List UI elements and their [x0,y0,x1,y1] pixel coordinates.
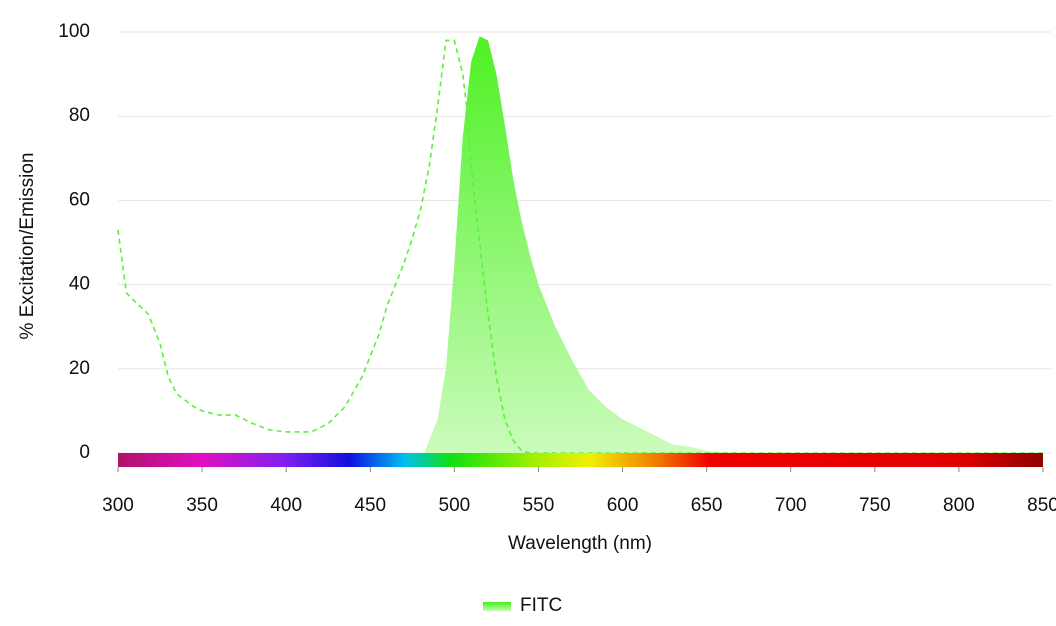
x-tick-label: 500 [439,495,471,516]
x-tick-label: 750 [859,495,891,516]
excitation-line [117,39,1043,454]
x-tick-label: 450 [354,495,386,516]
x-tick-label: 600 [607,495,639,516]
x-axis-title: Wavelength (nm) [508,533,652,554]
y-tick-label: 100 [58,21,90,42]
x-tick-label: 400 [270,495,302,516]
legend-swatch [483,602,511,611]
x-tick-label: 650 [691,495,723,516]
x-tick-label: 800 [943,495,975,516]
y-tick-label: 20 [69,358,90,379]
y-tick-label: 60 [69,189,90,210]
x-tick-label: 700 [775,495,807,516]
spectrum-bar [118,453,1043,467]
y-axis-title: % Excitation/Emission [17,153,38,340]
x-tick-label: 300 [102,495,134,516]
emission-area [424,36,1043,454]
plot-area [117,31,1051,454]
x-tick-label: 550 [523,495,555,516]
x-tick-label: 350 [186,495,218,516]
y-tick-label: 0 [79,442,90,463]
legend-label: FITC [520,595,562,616]
y-tick-label: 40 [69,274,90,295]
x-tick-label: 850 [1027,495,1056,516]
y-tick-label: 80 [69,105,90,126]
